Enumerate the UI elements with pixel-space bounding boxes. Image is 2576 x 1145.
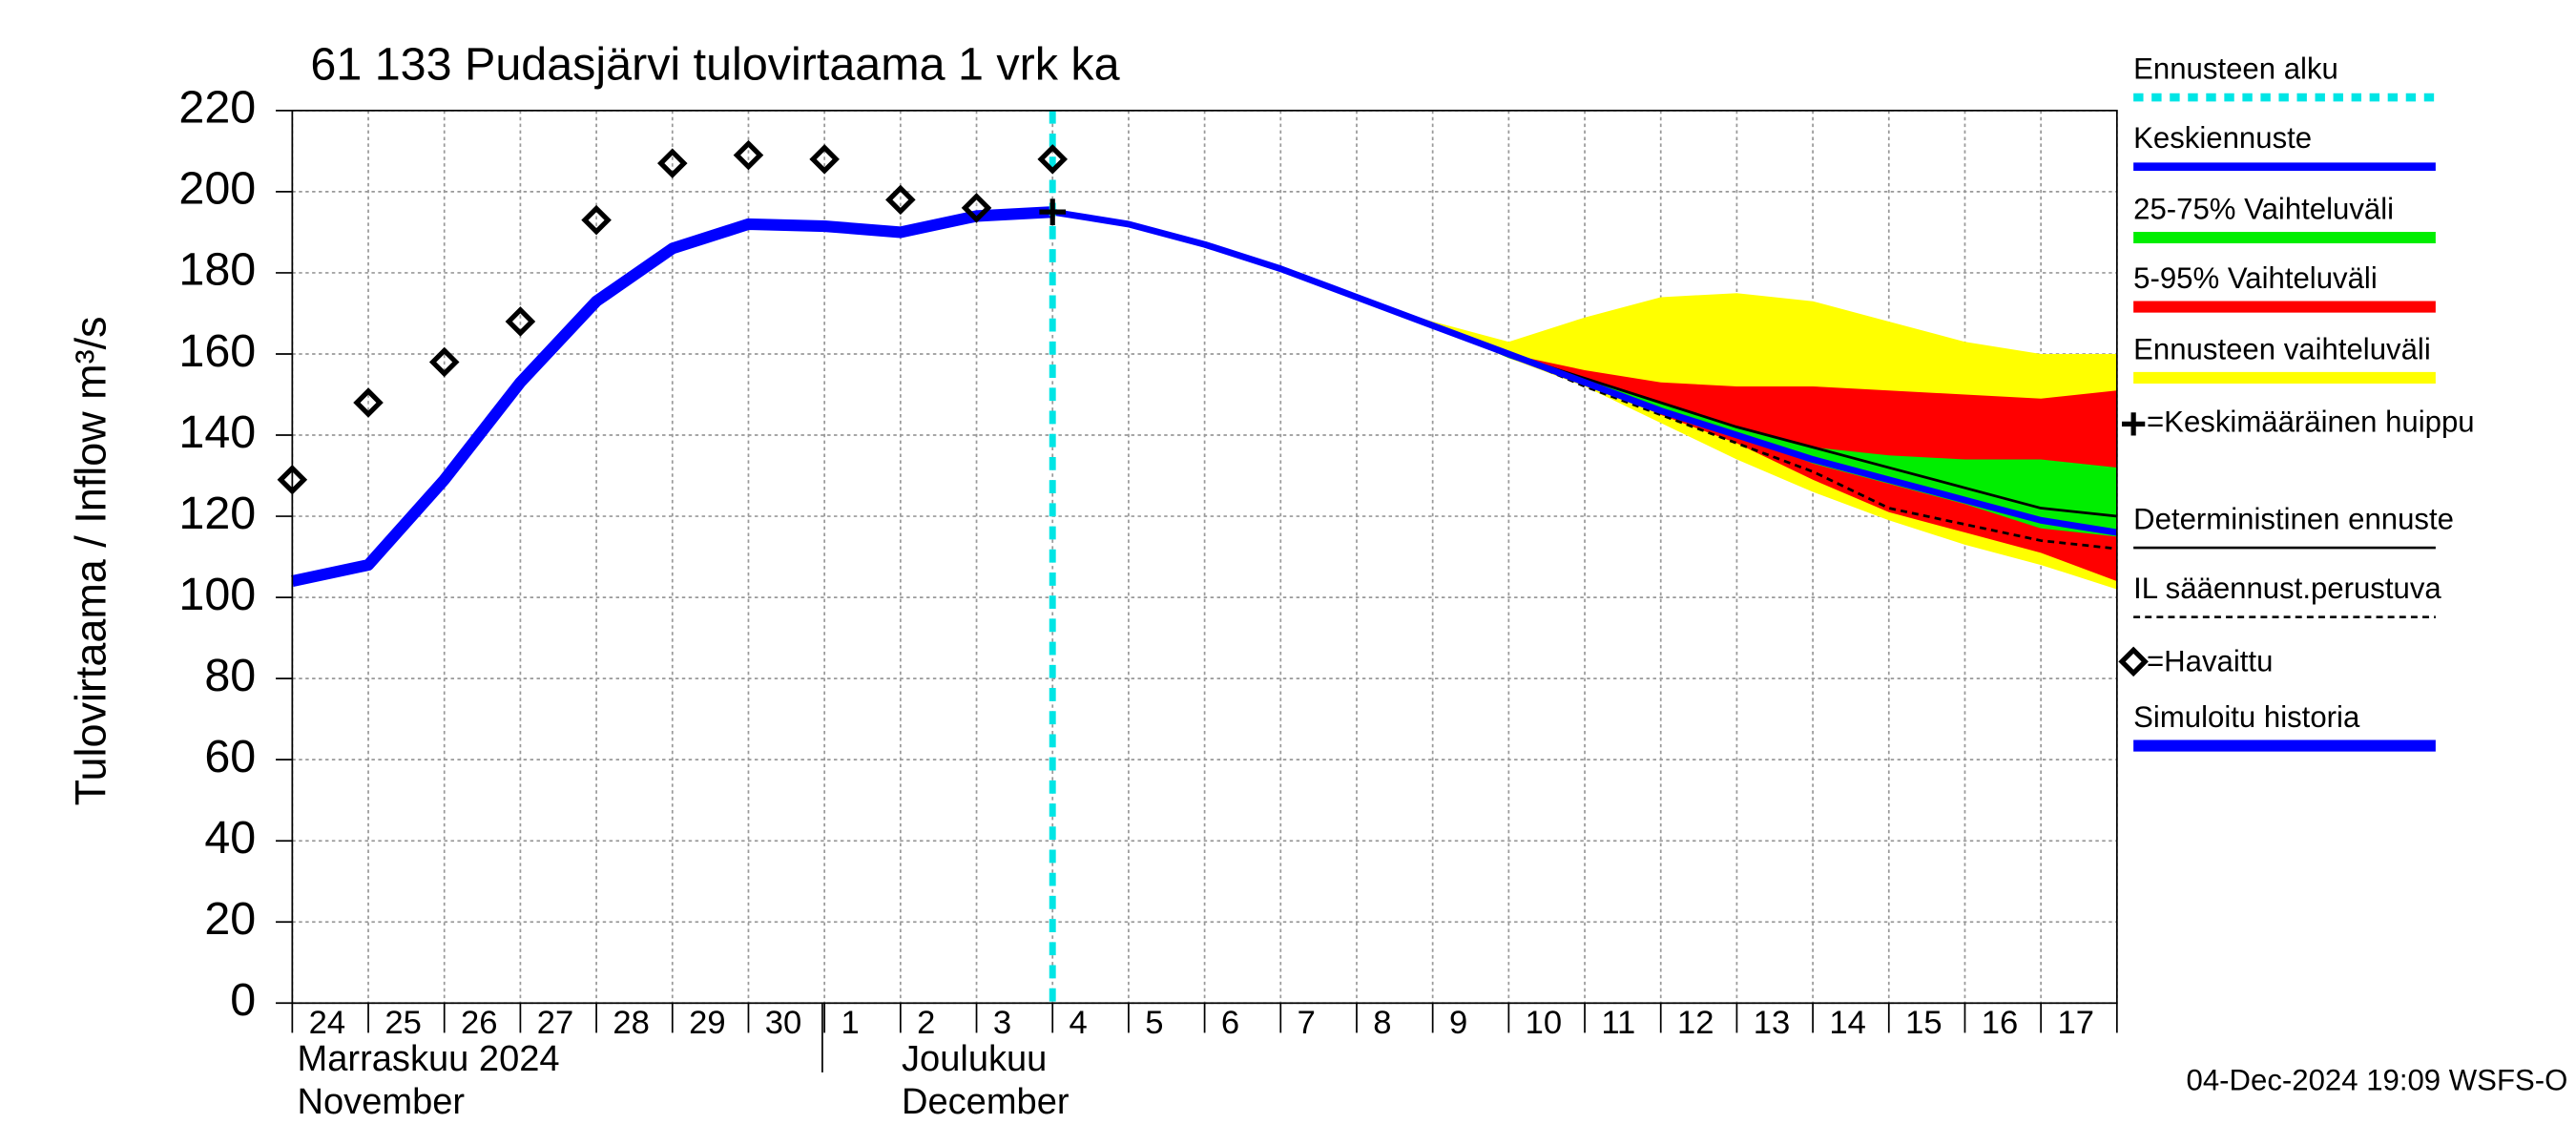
x-tick-label: 11 [1601, 1005, 1635, 1041]
observed-point [428, 346, 460, 378]
x-tick-label: 12 [1677, 1005, 1714, 1041]
x-tick-label: 2 [917, 1005, 935, 1041]
y-tick-label: 180 [178, 244, 256, 296]
x-tick-label: 16 [1982, 1005, 2018, 1041]
y-tick-label: 60 [204, 731, 256, 782]
series-line [1051, 208, 2118, 536]
x-tick-label: 30 [765, 1005, 801, 1041]
series-line [291, 206, 1053, 588]
x-tick-label: 3 [993, 1005, 1011, 1041]
x-tick-label: 10 [1526, 1005, 1562, 1041]
observed-point [809, 144, 840, 175]
x-tick-label: 6 [1221, 1005, 1239, 1041]
month-label: November [298, 1082, 466, 1122]
y-tick-label: 80 [204, 650, 256, 701]
y-tick-label: 100 [178, 569, 256, 620]
x-tick-label: 29 [689, 1005, 725, 1041]
x-tick-label: 17 [2057, 1005, 2093, 1041]
x-tick-label: 8 [1373, 1005, 1391, 1041]
observed-point [1037, 144, 1069, 175]
chart-title: 61 133 Pudasjärvi tulovirtaama 1 vrk ka [310, 39, 1119, 91]
observed-point [961, 193, 992, 223]
x-tick-label: 28 [613, 1005, 649, 1041]
x-tick-label: 27 [537, 1005, 573, 1041]
legend-label: IL sääennust.perustuva [2133, 572, 2441, 605]
x-tick-label: 26 [461, 1005, 497, 1041]
y-tick-label: 140 [178, 406, 256, 458]
month-label: December [902, 1082, 1070, 1122]
y-tick-label: 220 [178, 82, 256, 134]
x-tick-label: 24 [309, 1005, 345, 1041]
band [1052, 212, 2117, 537]
y-tick-label: 160 [178, 325, 256, 377]
y-tick-label: 120 [178, 488, 256, 539]
legend-label: 5-95% Vaihteluväli [2133, 261, 2378, 295]
y-tick-label: 20 [204, 893, 256, 945]
x-tick-label: 14 [1829, 1005, 1865, 1041]
legend-label: Simuloitu historia [2133, 700, 2360, 734]
legend-label: Ennusteen alku [2133, 52, 2338, 86]
legend-label: Ennusteen vaihteluväli [2133, 333, 2431, 366]
legend-label: =Havaittu [2147, 644, 2273, 677]
x-tick-label: 4 [1070, 1005, 1088, 1041]
footer: 04-Dec-2024 19:09 WSFS-O [2187, 1064, 2568, 1097]
y-tick-label: 40 [204, 812, 256, 864]
y-tick-label: 0 [230, 974, 256, 1026]
plot-frame [291, 109, 2118, 1005]
legend-diamond [2118, 646, 2149, 677]
observed-point [885, 184, 916, 216]
x-tick-label: 13 [1754, 1005, 1790, 1041]
month-label: Marraskuu 2024 [298, 1039, 560, 1079]
legend-label: Deterministinen ennuste [2133, 503, 2454, 536]
peak-marker [1039, 198, 1067, 225]
observed-point [733, 139, 764, 171]
legend-label: =Keskimääräinen huippu [2147, 406, 2475, 439]
x-tick-label: 5 [1145, 1005, 1163, 1041]
observed-point [353, 387, 384, 418]
y-axis-label: Tulovirtaama / Inflow m³/s [67, 316, 115, 805]
observed-point [581, 204, 612, 236]
x-tick-label: 9 [1449, 1005, 1467, 1041]
observed-point [656, 148, 688, 178]
x-tick-label: 25 [384, 1005, 421, 1041]
x-tick-label: 1 [841, 1005, 859, 1041]
series-line [1052, 210, 2117, 551]
month-label: Joulukuu [902, 1039, 1047, 1079]
legend-label: 25-75% Vaihteluväli [2133, 193, 2394, 226]
x-tick-label: 15 [1905, 1005, 1942, 1041]
observed-point [505, 306, 536, 337]
x-tick-label: 7 [1298, 1005, 1316, 1041]
legend-label: Keskiennuste [2133, 121, 2312, 155]
y-tick-label: 200 [178, 163, 256, 215]
